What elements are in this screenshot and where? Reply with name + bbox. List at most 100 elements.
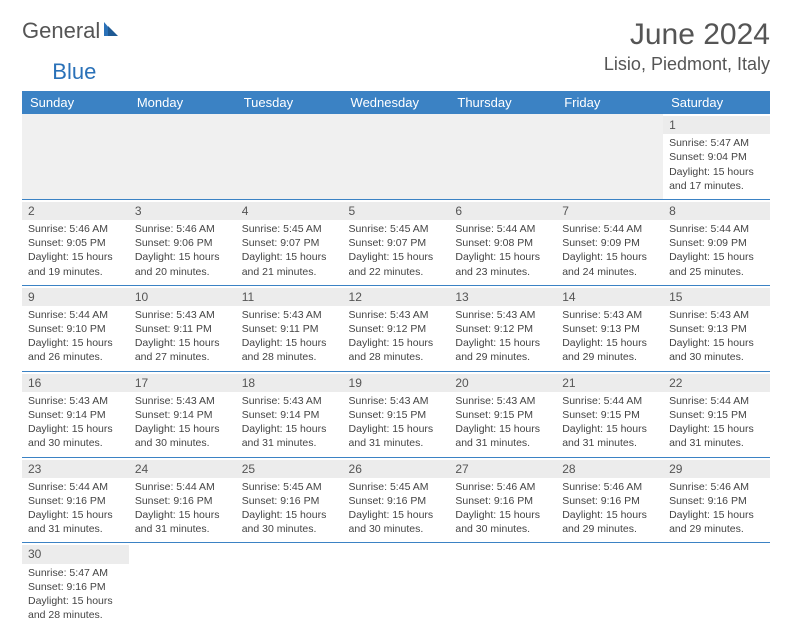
daylight-text: Daylight: 15 hours and 31 minutes. [562,423,647,449]
sunrise-text: Sunrise: 5:44 AM [455,223,535,235]
day-cell: 27Sunrise: 5:46 AMSunset: 9:16 PMDayligh… [449,457,556,543]
sunrise-text: Sunrise: 5:44 AM [669,395,749,407]
sunrise-text: Sunrise: 5:46 AM [28,223,108,235]
sunset-text: Sunset: 9:04 PM [669,151,747,163]
day-cell: 7Sunrise: 5:44 AMSunset: 9:09 PMDaylight… [556,199,663,285]
sunrise-text: Sunrise: 5:43 AM [669,309,749,321]
sunrise-text: Sunrise: 5:46 AM [562,481,642,493]
sunset-text: Sunset: 9:07 PM [242,237,320,249]
day-number: 17 [129,374,236,392]
day-number: 14 [556,288,663,306]
calendar-row: 16 Sunrise: 5:43 AM Sunset: 9:14 PM Dayligh… [22,371,770,457]
calendar-row: 30Sunrise: 5:47 AMSunset: 9:16 PMDayligh… [22,543,770,628]
day-number: 11 [236,288,343,306]
day-cell: 22Sunrise: 5:44 AMSunset: 9:15 PMDayligh… [663,371,770,457]
day-cell: 23 Sunrise: 5:44 AM Sunset: 9:16 PM Dayligh… [22,457,129,543]
day-number: 3 [129,202,236,220]
day-cell: 18Sunrise: 5:43 AMSunset: 9:14 PMDayligh… [236,371,343,457]
calendar-row: 9Sunrise: 5:44 AMSunset: 9:10 PMDaylight… [22,285,770,371]
sunset-text: Sunset: 9:12 PM [455,323,533,335]
day-number: 23 [22,460,129,478]
daylight-text: Daylight: 15 hours and 22 minutes. [349,251,434,277]
sunrise-text: Sunrise: 5:43 AM [135,395,215,407]
daylight-text: Daylight: 15 hours and 30 minutes. [135,423,220,449]
sunrise-text: Sunrise: 5:43 AM [242,309,322,321]
sunset-text: Sunset: 9:15 PM [349,409,427,421]
empty-cell [343,114,450,199]
empty-cell [129,543,236,628]
day-number: 10 [129,288,236,306]
sunset-text: Sunset: 9:16 PM [28,581,106,593]
sunrise-text: Sunrise: 5:44 AM [562,395,642,407]
daylight-text: Daylight: 15 hours and 31 minutes. [28,509,113,535]
daylight-text: Daylight: 15 hours and 28 minutes. [349,337,434,363]
empty-cell [449,543,556,628]
sunrise-text: Sunrise: 5:47 AM [669,137,749,149]
calendar-body: 1 Sunrise: 5:47 AM Sunset: 9:04 PM Dayli… [22,114,770,628]
day-cell: 10Sunrise: 5:43 AMSunset: 9:11 PMDayligh… [129,285,236,371]
empty-cell [236,543,343,628]
sunrise-text: Sunrise: 5:45 AM [349,223,429,235]
daylight-text: Daylight: 15 hours and 31 minutes. [349,423,434,449]
daylight-text: Daylight: 15 hours and 28 minutes. [242,337,327,363]
sunset-text: Sunset: 9:14 PM [28,409,106,421]
daylight-text: Daylight: 15 hours and 30 minutes. [455,509,540,535]
daylight-text: Daylight: 15 hours and 29 minutes. [669,509,754,535]
day-cell: 20Sunrise: 5:43 AMSunset: 9:15 PMDayligh… [449,371,556,457]
daylight-text: Daylight: 15 hours and 24 minutes. [562,251,647,277]
month-title: June 2024 [604,18,770,52]
day-number: 15 [663,288,770,306]
day-number: 20 [449,374,556,392]
day-cell: 19Sunrise: 5:43 AMSunset: 9:15 PMDayligh… [343,371,450,457]
sunset-text: Sunset: 9:07 PM [349,237,427,249]
brand-logo: General [22,18,122,44]
day-number: 16 [22,374,129,392]
daylight-text: Daylight: 15 hours and 31 minutes. [135,509,220,535]
sunset-text: Sunset: 9:15 PM [562,409,640,421]
weekday-header: Sunday [22,91,129,114]
sunrise-text: Sunrise: 5:44 AM [28,309,108,321]
sunrise-text: Sunrise: 5:46 AM [135,223,215,235]
sunset-text: Sunset: 9:16 PM [28,495,106,507]
weekday-header: Monday [129,91,236,114]
sunset-text: Sunset: 9:13 PM [669,323,747,335]
day-cell: 5Sunrise: 5:45 AMSunset: 9:07 PMDaylight… [343,199,450,285]
day-cell: 13Sunrise: 5:43 AMSunset: 9:12 PMDayligh… [449,285,556,371]
sunrise-text: Sunrise: 5:44 AM [562,223,642,235]
daylight-text: Daylight: 15 hours and 30 minutes. [242,509,327,535]
daylight-text: Daylight: 15 hours and 31 minutes. [242,423,327,449]
day-cell: 25Sunrise: 5:45 AMSunset: 9:16 PMDayligh… [236,457,343,543]
day-number: 18 [236,374,343,392]
sunset-text: Sunset: 9:16 PM [135,495,213,507]
day-cell: 21 Sunrise: 5:44 AM Sunset: 9:15 PM Dayligh… [556,371,663,457]
day-number: 22 [663,374,770,392]
daylight-text: Daylight: 15 hours and 28 minutes. [28,595,113,621]
sunrise-text: Sunrise: 5:46 AM [669,481,749,493]
daylight-text: Daylight: 15 hours and 31 minutes. [455,423,540,449]
brand-blue-wrap: GeneralBlue [22,59,770,85]
day-cell: 9Sunrise: 5:44 AMSunset: 9:10 PMDaylight… [22,285,129,371]
sunset-text: Sunset: 9:12 PM [349,323,427,335]
empty-cell [556,543,663,628]
sunrise-text: Sunrise: 5:44 AM [28,481,108,493]
day-cell: 12Sunrise: 5:43 AMSunset: 9:12 PMDayligh… [343,285,450,371]
weekday-header: Wednesday [343,91,450,114]
weekday-header: Friday [556,91,663,114]
day-cell: 16Sunrise: 5:43 AMSunset: 9:14 PMDayligh… [22,371,129,457]
sunrise-text: Sunrise: 5:43 AM [349,309,429,321]
day-cell: 26Sunrise: 5:45 AMSunset: 9:16 PMDayligh… [343,457,450,543]
daylight-text: Daylight: 15 hours and 20 minutes. [135,251,220,277]
sunset-text: Sunset: 9:16 PM [455,495,533,507]
day-number: 21 [556,374,663,392]
sunset-text: Sunset: 9:16 PM [349,495,427,507]
sunset-text: Sunset: 9:16 PM [669,495,747,507]
daylight-text: Daylight: 15 hours and 30 minutes. [28,423,113,449]
brand-general: General [22,18,100,44]
sunset-text: Sunset: 9:13 PM [562,323,640,335]
day-number: 9 [22,288,129,306]
day-cell: 1 Sunrise: 5:47 AM Sunset: 9:04 PM Dayli… [663,114,770,199]
day-number: 19 [343,374,450,392]
daylight-text: Daylight: 15 hours and 31 minutes. [669,423,754,449]
day-number: 30 [22,545,129,563]
day-number: 4 [236,202,343,220]
